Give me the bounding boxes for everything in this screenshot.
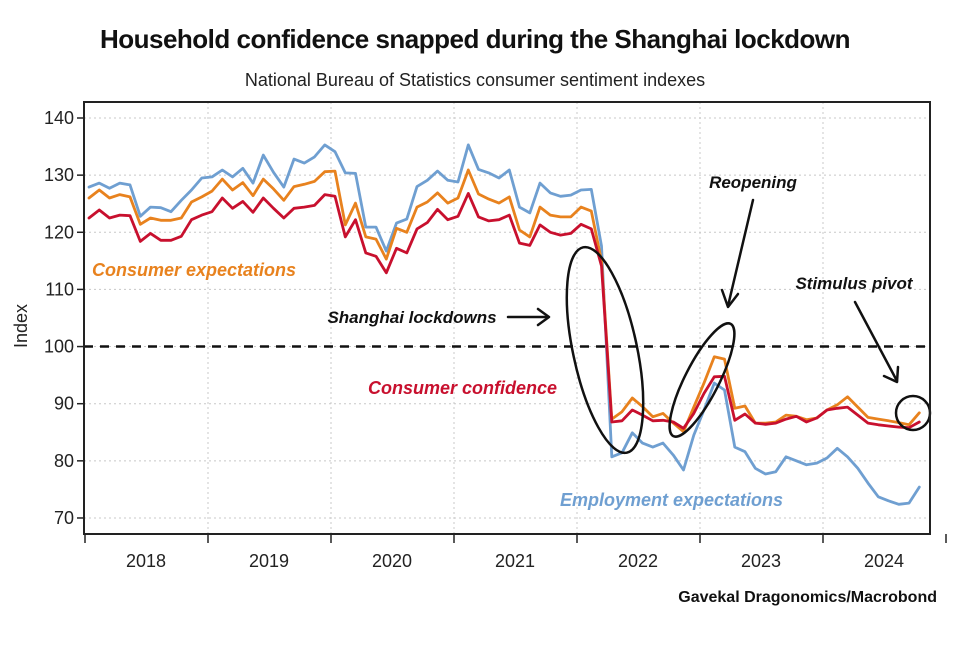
y-tick-label: 130	[44, 165, 74, 185]
series-line-consumer-expectations	[87, 168, 921, 434]
x-axis: 2018 2019 2020 2021 2022 2023 2024	[84, 534, 947, 571]
annotation-arrows	[506, 198, 900, 384]
y-tick-label: 70	[54, 508, 74, 528]
series-label-consumer-confidence: Consumer confidence	[368, 378, 557, 398]
series-label-employment-expectations: Employment expectations	[560, 490, 783, 510]
chart-subtitle: National Bureau of Statistics consumer s…	[245, 70, 705, 90]
series-line-employment-expectations	[87, 143, 921, 506]
series-line-consumer-confidence	[87, 191, 921, 430]
series-lines	[87, 143, 921, 506]
x-tick-label: 2022	[618, 551, 658, 571]
lockdown-ellipse	[565, 245, 645, 455]
x-tick-label: 2020	[372, 551, 412, 571]
plot-frame	[83, 101, 931, 535]
reopening-arrow	[720, 198, 755, 309]
y-tick-label: 100	[44, 337, 74, 357]
y-tick-label: 120	[44, 222, 74, 242]
x-tick-label: 2018	[126, 551, 166, 571]
y-axis-label: Index	[11, 304, 31, 348]
y-tick-label: 90	[54, 394, 74, 414]
gridlines	[84, 102, 930, 534]
y-tick-label: 110	[45, 279, 74, 299]
y-axis: 70 80 90 100 110 120 130 140	[44, 108, 84, 528]
annotation-reopening: Reopening	[709, 173, 797, 192]
series-label-consumer-expectations: Consumer expectations	[92, 260, 296, 280]
lockdown-arrow	[506, 307, 551, 327]
chart-title: Household confidence snapped during the …	[100, 24, 850, 54]
annotations	[565, 245, 932, 455]
stimulus-arrow	[853, 300, 900, 384]
reopening-ellipse	[668, 322, 736, 438]
x-tick-label: 2021	[495, 551, 535, 571]
y-tick-label: 140	[44, 108, 74, 128]
x-tick-label: 2023	[741, 551, 781, 571]
x-tick-label: 2024	[864, 551, 904, 571]
annotation-shanghai-lockdowns: Shanghai lockdowns	[327, 308, 496, 327]
annotation-stimulus-pivot: Stimulus pivot	[795, 274, 913, 293]
source-credit: Gavekal Dragonomics/Macrobond	[678, 589, 937, 606]
y-tick-label: 80	[54, 451, 74, 471]
x-tick-label: 2019	[249, 551, 289, 571]
